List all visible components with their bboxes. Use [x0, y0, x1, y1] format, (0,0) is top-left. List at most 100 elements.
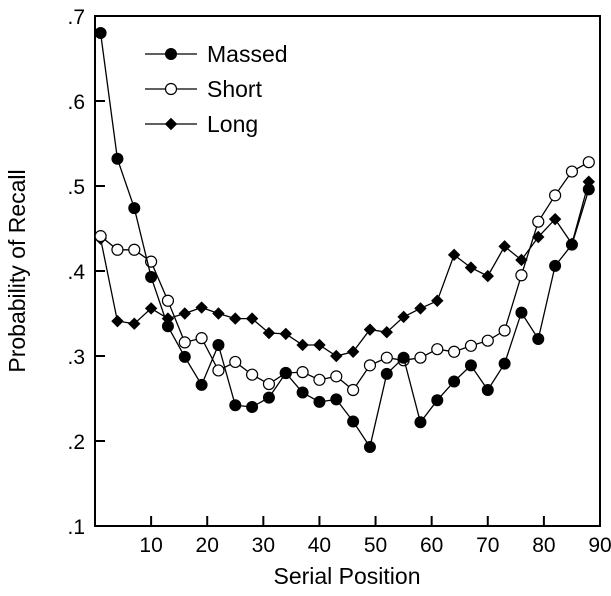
- data-point-long: [363, 323, 377, 336]
- series-massed: [94, 27, 595, 453]
- y-tick-label: .3: [67, 346, 85, 369]
- data-point-short: [262, 377, 276, 391]
- data-point-massed: [178, 350, 191, 363]
- data-point-long: [178, 307, 191, 320]
- legend-label-massed: Massed: [207, 41, 288, 67]
- x-tick-label: 30: [252, 534, 275, 557]
- legend-label-long: Long: [207, 111, 258, 137]
- data-point-short: [464, 339, 478, 352]
- data-point-short: [212, 364, 225, 377]
- data-point-massed: [94, 27, 107, 39]
- data-point-long: [212, 307, 225, 320]
- data-point-short: [532, 215, 545, 228]
- data-point-long: [195, 301, 208, 314]
- legend-marker-massed: [165, 48, 177, 60]
- data-point-short: [94, 230, 107, 243]
- data-point-long: [313, 338, 326, 352]
- x-tick-label: 50: [364, 534, 387, 557]
- data-point-short: [363, 359, 377, 372]
- data-point-massed: [313, 395, 326, 408]
- data-point-massed: [279, 367, 292, 379]
- data-point-short: [161, 294, 175, 307]
- legend-label-short: Short: [207, 76, 263, 102]
- data-point-massed: [414, 416, 427, 429]
- data-point-long: [431, 294, 444, 307]
- series-layer: [94, 27, 595, 453]
- data-point-short: [347, 383, 360, 397]
- x-tick-label: 80: [532, 534, 555, 557]
- y-tick-label: .6: [67, 91, 85, 114]
- y-tick-label: .7: [67, 6, 85, 29]
- data-point-short: [414, 351, 427, 364]
- data-point-long: [346, 345, 360, 358]
- y-tick-label: .1: [67, 516, 85, 539]
- data-point-massed: [195, 378, 208, 391]
- data-point-massed: [246, 401, 259, 413]
- data-point-short: [565, 165, 579, 178]
- data-point-long: [111, 314, 124, 328]
- y-tick-label: .2: [67, 431, 85, 454]
- data-point-short: [498, 324, 511, 337]
- data-point-short: [549, 189, 562, 202]
- data-point-massed: [363, 440, 376, 453]
- x-tick-label: 90: [588, 534, 611, 557]
- data-point-massed: [296, 386, 309, 399]
- data-point-massed: [212, 338, 225, 351]
- data-point-massed: [549, 259, 562, 272]
- series-line-massed: [99, 32, 590, 449]
- data-point-massed: [431, 394, 444, 407]
- x-tick-label: 20: [196, 534, 219, 557]
- x-tick-label: 60: [420, 534, 443, 557]
- data-point-short: [330, 370, 343, 383]
- data-point-long: [414, 302, 427, 315]
- data-point-massed: [515, 306, 528, 319]
- data-point-long: [296, 338, 309, 352]
- data-point-short: [128, 243, 141, 256]
- data-point-massed: [448, 375, 461, 388]
- data-point-short: [515, 269, 528, 282]
- x-axis-title: Serial Position: [273, 563, 420, 589]
- x-tick-label: 70: [476, 534, 499, 557]
- data-point-massed: [481, 384, 494, 396]
- data-point-short: [246, 368, 259, 381]
- legend: Massed Short Long: [145, 41, 288, 137]
- data-point-long: [447, 248, 461, 262]
- series-line-short: [100, 161, 590, 391]
- series-long: [94, 175, 595, 363]
- data-point-long: [144, 302, 158, 315]
- data-point-massed: [229, 399, 242, 412]
- data-point-short: [380, 351, 393, 364]
- data-point-short: [229, 355, 242, 369]
- data-point-short: [481, 334, 494, 347]
- data-point-long: [380, 325, 393, 339]
- data-point-long: [464, 261, 478, 274]
- data-point-short: [431, 343, 444, 356]
- x-axis-ticks: 10 20 30 40 50 60 70 80 90: [139, 516, 611, 557]
- data-point-long: [548, 212, 562, 226]
- data-point-long: [229, 312, 242, 325]
- data-point-long: [330, 349, 343, 363]
- data-point-massed: [347, 415, 360, 428]
- data-point-massed: [532, 333, 545, 345]
- data-point-long: [128, 317, 141, 330]
- data-point-short: [313, 373, 326, 386]
- data-point-short: [296, 366, 309, 379]
- data-point-short: [178, 336, 191, 349]
- data-point-massed: [262, 391, 275, 404]
- data-point-massed: [582, 183, 595, 196]
- data-point-massed: [464, 359, 477, 372]
- data-point-massed: [111, 152, 124, 165]
- data-point-short: [582, 156, 595, 169]
- data-point-massed: [565, 238, 578, 251]
- data-point-long: [397, 310, 410, 324]
- y-axis-title: Probability of Recall: [4, 169, 30, 372]
- data-point-long: [245, 312, 259, 325]
- data-point-massed: [161, 320, 174, 333]
- data-point-long: [515, 253, 528, 267]
- x-tick-label: 10: [139, 534, 162, 557]
- data-point-massed: [397, 351, 410, 364]
- legend-marker-short: [164, 82, 178, 96]
- y-tick-label: .4: [67, 261, 85, 284]
- y-axis-ticks: .1 .2 .3 .4 .5 .6 .7: [67, 6, 105, 539]
